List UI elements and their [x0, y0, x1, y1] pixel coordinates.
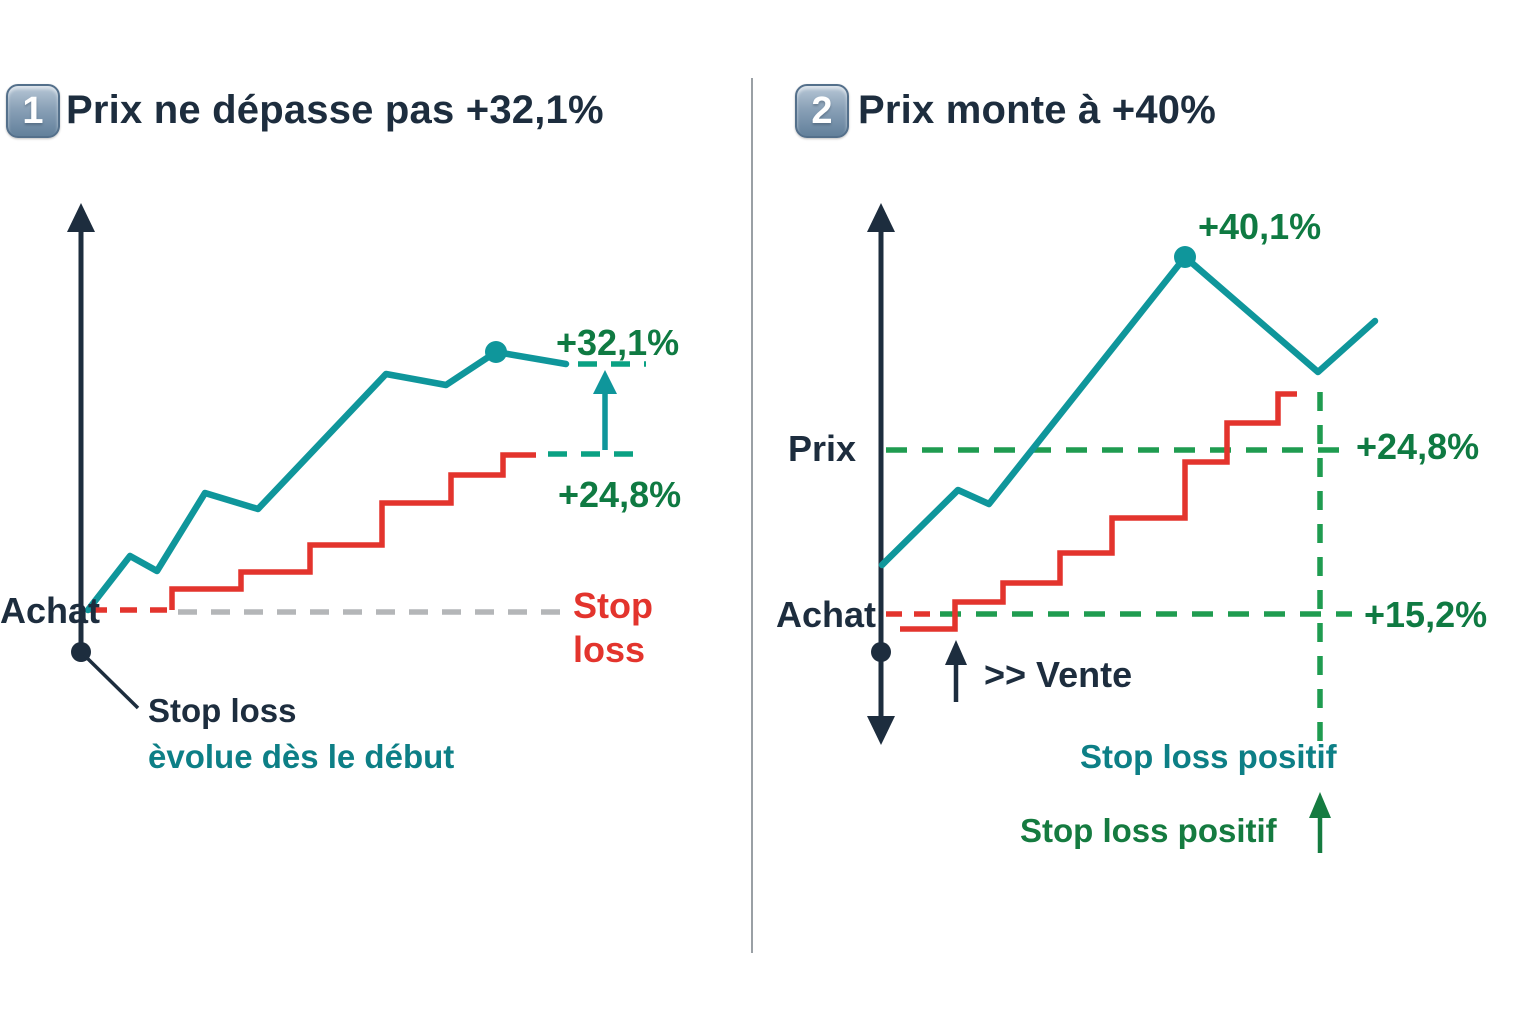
right-vente-arrow-head-icon — [945, 640, 967, 665]
panel1-peak-pct-label: +32,1% — [556, 322, 680, 363]
right-origin-dot — [871, 642, 891, 662]
panel1-badge-label: 1 — [22, 89, 44, 132]
right-price-peak-dot — [1174, 246, 1196, 268]
panel1-achat-label: Achat — [0, 590, 101, 631]
panel1-number-badge: 1 — [6, 84, 60, 138]
left-annotation-connector — [82, 653, 140, 710]
right-y-axis-down-arrowhead-icon — [867, 716, 895, 745]
panel1-annotation-line2: èvolue dès le début — [148, 738, 455, 775]
right-chart — [867, 203, 1379, 853]
left-price-peak-dot — [485, 341, 507, 363]
panel1-title: Prix ne dépasse pas +32,1% — [66, 88, 604, 132]
panel-divider — [751, 78, 753, 953]
left-y-axis-arrowhead-icon — [67, 203, 95, 232]
panel1-stoploss-legend: Stop loss — [573, 584, 653, 672]
panel1-stoploss-legend-line1: Stop — [573, 585, 653, 626]
panel2-vente-label: >> Vente — [984, 654, 1133, 695]
pan2-level-low-pct-label: +15,2% — [1364, 594, 1488, 635]
left-stoploss-step-line — [169, 452, 536, 610]
panel1-annotation-line1: Stop loss — [148, 692, 297, 729]
right-positif-arrow-head-icon — [1309, 792, 1331, 818]
right-stoploss-step-line — [900, 391, 1297, 632]
panel2-title: Prix monte à +40% — [858, 88, 1217, 132]
panel2-level-high-pct-label: +24,8% — [1356, 426, 1480, 467]
right-y-axis-up-arrowhead-icon — [867, 203, 895, 232]
right-price-line — [878, 253, 1379, 569]
panel2-achat-label: Achat — [776, 594, 877, 635]
panel2-badge-label: 2 — [811, 89, 833, 132]
panel2-stoploss-positif-teal-label: Stop loss positif — [1080, 738, 1337, 775]
panel1-stop-level-pct-label: +24,8% — [558, 474, 682, 515]
left-price-line — [84, 348, 570, 614]
panel2-stoploss-positif-green-label: Stop loss positif — [1020, 812, 1277, 849]
left-chart — [67, 203, 646, 710]
panel2-peak-pct-label: +40,1% — [1198, 206, 1322, 247]
panel2-prix-label: Prix — [788, 428, 857, 469]
left-gap-arrow-head-icon — [593, 370, 617, 394]
panel2-number-badge: 2 — [795, 84, 849, 138]
panel1-stoploss-legend-line2: loss — [573, 628, 646, 670]
